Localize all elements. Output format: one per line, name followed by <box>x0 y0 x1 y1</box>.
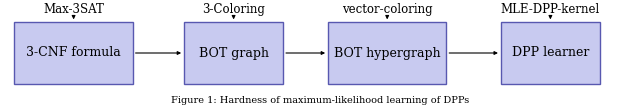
Bar <box>328 22 447 84</box>
Text: BOT graph: BOT graph <box>198 47 269 59</box>
Text: vector-coloring: vector-coloring <box>342 3 433 16</box>
Bar <box>184 22 284 84</box>
Bar <box>15 22 133 84</box>
Text: 3-CNF formula: 3-CNF formula <box>26 47 121 59</box>
Text: DPP learner: DPP learner <box>512 47 589 59</box>
Text: Figure 1: Hardness of maximum-likelihood learning of DPPs: Figure 1: Hardness of maximum-likelihood… <box>171 96 469 105</box>
Text: BOT hypergraph: BOT hypergraph <box>334 47 440 59</box>
Text: MLE-DPP-kernel: MLE-DPP-kernel <box>500 3 600 16</box>
Text: Max-3SAT: Max-3SAT <box>43 3 104 16</box>
Text: 3-Coloring: 3-Coloring <box>202 3 265 16</box>
Bar <box>500 22 600 84</box>
